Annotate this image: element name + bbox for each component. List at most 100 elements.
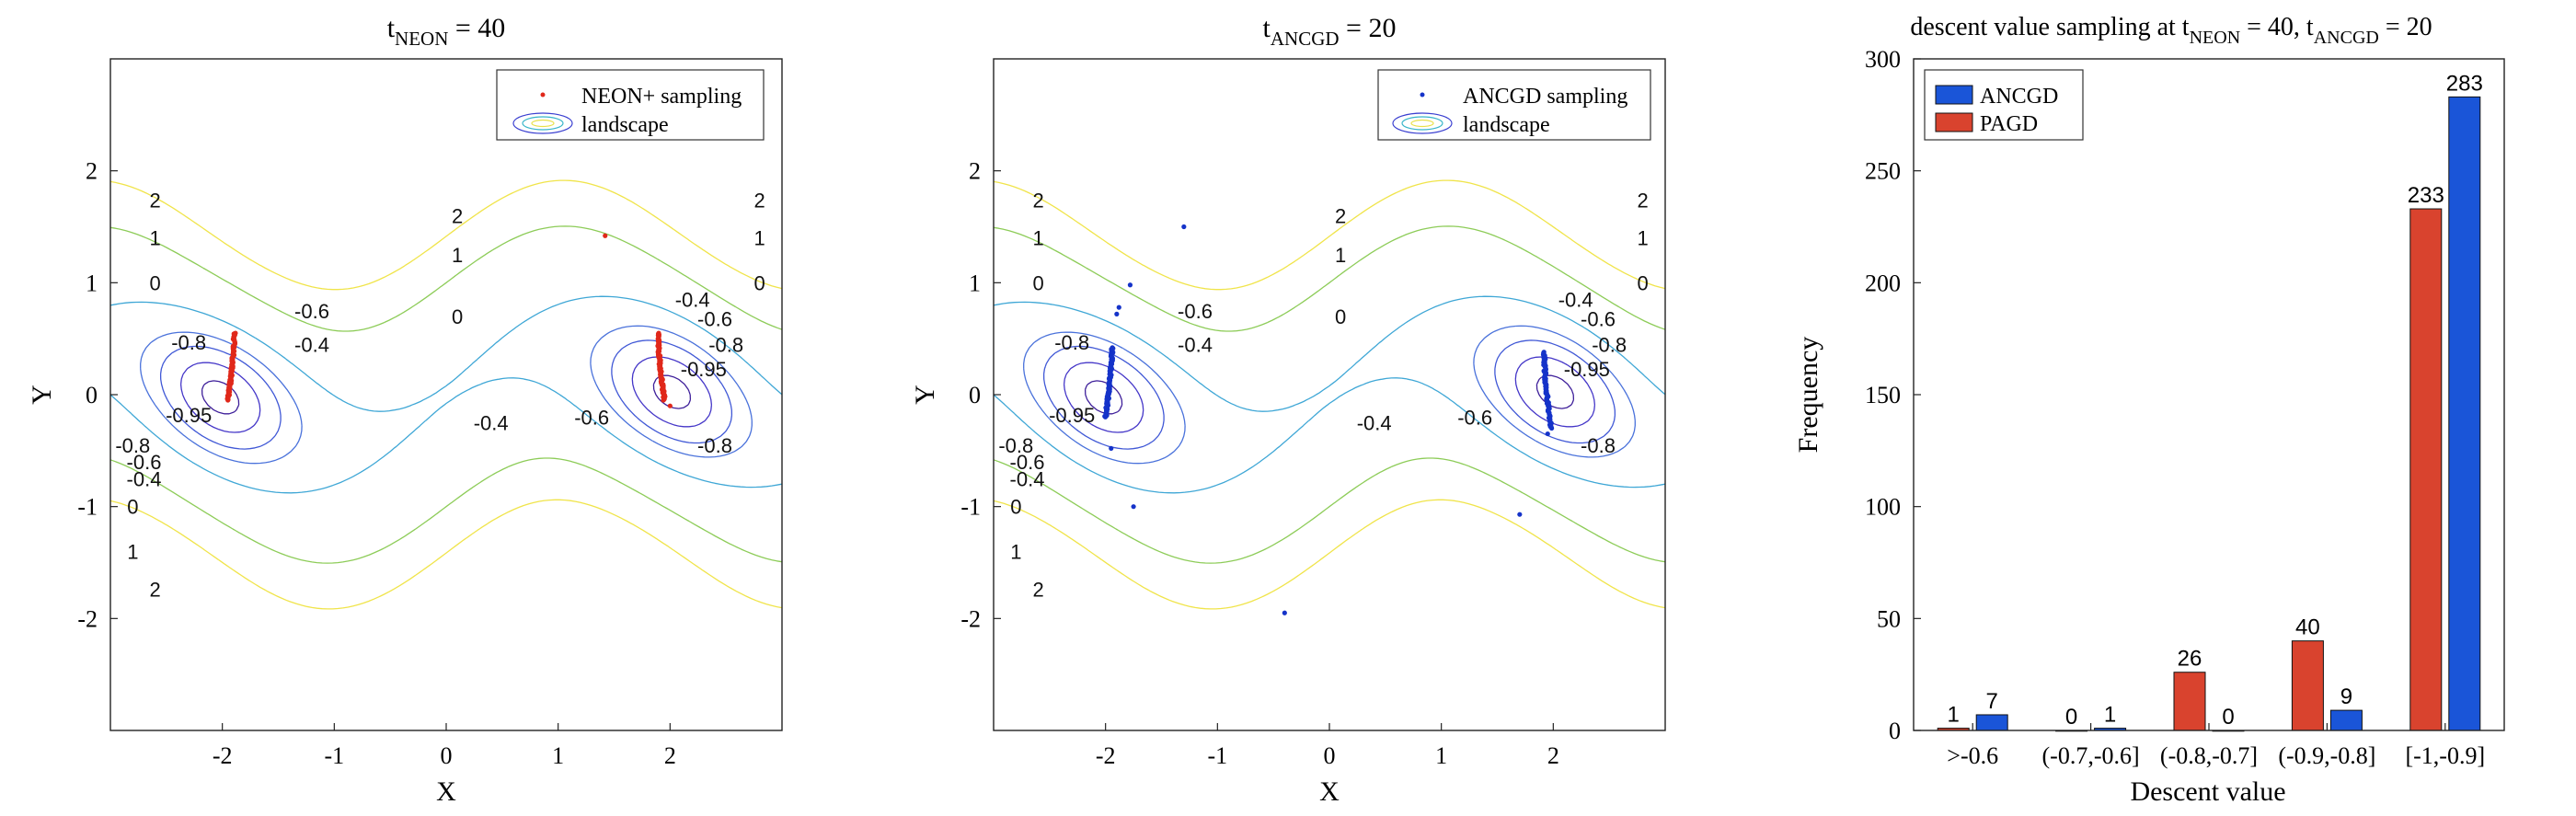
panel-1-contour-level-2: [109, 295, 783, 494]
panel-1-contour-level-6: [201, 374, 692, 415]
panel-1-xtick-label: 0: [441, 742, 453, 769]
panel-2-contour-label: 2: [1033, 189, 1044, 212]
panel-2-contour-level-3: [1023, 325, 1636, 465]
panel-1-xlabel: X: [436, 776, 456, 807]
panel-1-contour-label: 0: [754, 271, 765, 294]
panel-2-contour-label: 2: [1033, 579, 1044, 602]
panel-2-contour-label: -0.8: [1592, 333, 1627, 356]
panel-1-sample-point: [656, 330, 661, 336]
panel-2-contour-level-5: [1063, 356, 1596, 433]
panel-1-contour-labels: 222211110000-0.4-0.4-0.4-0.4-0.6-0.6-0.6…: [115, 189, 765, 601]
panel-3-xlabel: Descent value: [2130, 776, 2285, 807]
panel-1-contour-level-0: [109, 179, 783, 610]
panel-1-ytick-label: -1: [77, 494, 98, 521]
panel-1-contour-label: -0.6: [574, 406, 609, 429]
panel-1-ytick-label: 1: [86, 270, 98, 296]
panel-2-y-ticks: -2 -1 0 1 2: [960, 158, 1001, 632]
panel-1-contour-label: 1: [127, 540, 138, 563]
panel-1-contour-label: 0: [127, 496, 138, 519]
panel-1-contour-level-4: [159, 339, 733, 450]
panel-1-sample-point: [233, 330, 238, 336]
panel-3-bar-value-label: 7: [1986, 689, 1998, 714]
panel-3-title: descent value sampling at tNEON = 40, tA…: [1910, 13, 2432, 48]
panel-2-contour-label: 2: [1638, 189, 1649, 212]
panel-2-contour-label: -0.4: [1558, 289, 1593, 312]
panel-2-contour-label: 0: [1010, 496, 1021, 519]
panel-2-contour-label: 0: [1638, 271, 1649, 294]
panel-2-contour-label: -0.6: [1010, 451, 1045, 474]
panel-2-sample-point: [1131, 504, 1136, 510]
panel-3-bar-value-label: 283: [2446, 71, 2483, 96]
panel-3-legend-swatch-pagd: [1935, 112, 1973, 132]
panel-3-xtick-label: (-0.9,-0.8]: [2278, 742, 2375, 769]
panel-3-bar-pagd: [2291, 640, 2324, 731]
contour-panel-neon: tNEON = 40 222211110000-0.4-0.4-0.4-0.4-…: [27, 13, 783, 807]
panel-3-legend-label-pagd: PAGD: [1980, 112, 2038, 136]
panel-2-contour-label: -0.4: [1010, 467, 1045, 490]
panel-1-ytick-label: 2: [86, 158, 98, 185]
panel-3-bar-labels: 1 7 0 1 26 0 40 9 233 283: [1948, 71, 2483, 730]
panel-2-contour-label: -0.6: [1178, 300, 1213, 323]
panel-1-contour-label: -0.4: [675, 289, 710, 312]
panel-1-xtick-label: -1: [324, 742, 344, 769]
panel-1-contour-label: -0.8: [697, 434, 732, 457]
panel-2-legend-label-landscape: landscape: [1463, 113, 1550, 137]
panel-1-title: tNEON = 40: [387, 13, 506, 50]
panel-2-ytick-label: -2: [960, 605, 981, 632]
panel-1-xtick-label: -2: [213, 742, 233, 769]
panel-3-xtick-label: >-0.6: [1947, 742, 1998, 769]
panel-2-contour-label: -0.8: [1054, 331, 1089, 354]
panel-1-contour-label: 0: [452, 305, 463, 328]
panel-1-contour-label: 1: [754, 227, 765, 250]
panel-1-contour-label: -0.4: [474, 411, 509, 434]
panel-1-axes-frame: [109, 58, 783, 731]
panel-3-y-ticks: 0 50 100 150 200 250 300: [1865, 46, 1921, 744]
panel-2-contour-labels: 222211110000-0.4-0.4-0.4-0.4-0.6-0.6-0.6…: [998, 189, 1648, 601]
panel-2-sample-point: [1110, 345, 1115, 351]
panel-1-contour-label: -0.4: [294, 333, 329, 356]
panel-2-contour-label: 1: [1335, 244, 1346, 267]
panel-2-ylabel: Y: [910, 385, 940, 405]
panel-2-sample-point: [1127, 282, 1133, 288]
panel-3-legend-swatch-ancgd: [1935, 85, 1973, 105]
panel-1-contour-label: 2: [150, 189, 161, 212]
panel-2-contour-label: -0.95: [1049, 404, 1095, 427]
panel-3-bar-ancgd: [1975, 714, 2008, 731]
panel-1-contour-label: -0.95: [681, 358, 727, 381]
panel-3-ytick-label: 100: [1865, 494, 1901, 521]
panel-2-xtick-label: 2: [1547, 742, 1559, 769]
panel-3-bar-value-label: 0: [2222, 705, 2234, 730]
panel-2-contour-label: 1: [1010, 540, 1021, 563]
panel-1-legend-label-landscape: landscape: [581, 113, 669, 137]
panel-1-legend-marker-sampling: [540, 92, 546, 98]
panel-1-sample-points: [224, 233, 673, 408]
panel-3-ytick-label: 200: [1865, 270, 1901, 296]
panel-2-legend-box: [1377, 69, 1651, 141]
panel-1-contour-label: 0: [150, 271, 161, 294]
panel-2-contour-label: 1: [1638, 227, 1649, 250]
panel-3-ytick-label: 250: [1865, 158, 1901, 185]
panel-2-sample-point: [1517, 511, 1523, 517]
panel-2-contour-level-2: [993, 295, 1666, 494]
panel-1-contour-label: -0.4: [127, 467, 162, 490]
panel-2-contour-label: 2: [1335, 204, 1346, 227]
panel-2-xtick-label: 1: [1435, 742, 1447, 769]
panel-3-bar-value-label: 40: [2295, 615, 2320, 640]
panel-1-sample-point: [603, 233, 608, 238]
panel-2-x-ticks: -2 -1 0 1 2: [1096, 723, 1559, 769]
panel-2-legend-marker-sampling: [1420, 92, 1425, 98]
panel-2-ytick-label: -1: [960, 494, 981, 521]
panel-3-bar-value-label: 26: [2178, 647, 2202, 672]
panel-3-bar-value-label: 1: [2104, 703, 2116, 728]
panel-2-sample-point: [1109, 445, 1114, 451]
panel-2-xlabel: X: [1319, 776, 1340, 807]
panel-1-sample-point: [667, 403, 673, 408]
panel-2-sample-point: [1545, 431, 1550, 437]
panel-2-contour-label: 0: [1033, 271, 1044, 294]
panel-2-title: tANCGD = 20: [1263, 13, 1397, 50]
panel-2-contour-level-6: [1084, 374, 1575, 415]
panel-2-sample-points: [1102, 224, 1555, 615]
panel-3-bar-value-label: 233: [2408, 183, 2444, 208]
panel-1-contour-label: 2: [754, 189, 765, 212]
panel-1-contour-level-5: [179, 356, 713, 433]
